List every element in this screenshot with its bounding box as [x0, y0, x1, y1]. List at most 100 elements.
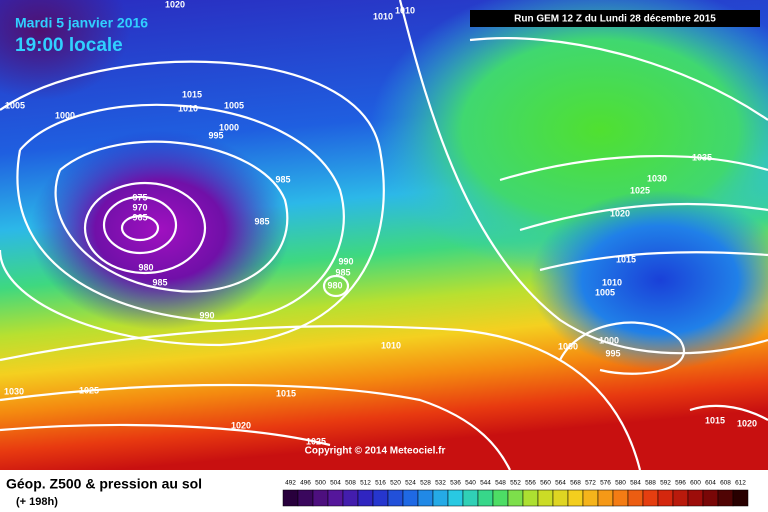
isobar-label: 985	[152, 277, 167, 287]
colorbar-cell	[702, 489, 719, 507]
colorbar-label: 528	[420, 480, 431, 487]
colorbar-cell	[327, 489, 344, 507]
isobar-label: 1020	[610, 208, 630, 218]
colorbar-label: 532	[435, 480, 446, 487]
isobar-label: 1015	[616, 254, 636, 264]
colorbar-cell	[387, 489, 404, 507]
colorbar-cell	[507, 489, 524, 507]
isobar-label: 995	[208, 130, 223, 140]
colorbar-label: 556	[525, 480, 536, 487]
colorbar-label: 560	[540, 480, 551, 487]
isobar-label: 1005	[224, 100, 244, 110]
colorbar-label: 552	[510, 480, 521, 487]
colorbar-label: 496	[300, 480, 311, 487]
colorbar-label: 540	[465, 480, 476, 487]
colorbar-cell	[612, 489, 629, 507]
colorbar-cell	[642, 489, 659, 507]
colorbar-label: 504	[330, 480, 341, 487]
colorbar-cell	[687, 489, 704, 507]
colorbar-label: 600	[690, 480, 701, 487]
colorbar-cell	[372, 489, 389, 507]
colorbar-cell	[447, 489, 464, 507]
isobar-label: 1025	[306, 436, 326, 446]
isobar-label: 1030	[647, 173, 667, 183]
lead-time: (+ 198h)	[16, 496, 58, 508]
colorbar-label: 500	[315, 480, 326, 487]
colorbar-label: 568	[570, 480, 581, 487]
isobar-label: 1025	[79, 385, 99, 395]
colorbar-label: 612	[735, 480, 746, 487]
colorbar-label: 492	[285, 480, 296, 487]
colorbar-cell	[417, 489, 434, 507]
footer-title: Géop. Z500 & pression au sol	[6, 476, 202, 492]
colorbar-label: 584	[630, 480, 641, 487]
isobar-label: 1000	[55, 110, 75, 120]
colorbar-label: 516	[375, 480, 386, 487]
isobar-label: 990	[199, 310, 214, 320]
isobar-label: 1015	[182, 89, 202, 99]
isobar-label: 1000	[599, 335, 619, 345]
colorbar-label: 588	[645, 480, 656, 487]
colorbar-cell	[582, 489, 599, 507]
colorbar-cell	[522, 489, 539, 507]
isobar-label: 985	[335, 267, 350, 277]
colorbar-label: 608	[720, 480, 731, 487]
isobar-label: 980	[327, 280, 342, 290]
colorbar-label: 536	[450, 480, 461, 487]
isobar-label: 965	[132, 212, 147, 222]
isobar-label: 1025	[630, 185, 650, 195]
colorbar-label: 564	[555, 480, 566, 487]
isobars	[0, 0, 768, 470]
copyright: Copyright © 2014 Meteociel.fr	[305, 446, 446, 457]
isobar-label: 1005	[5, 100, 25, 110]
isobar-label: 970	[132, 202, 147, 212]
colorbar-cell	[732, 489, 749, 507]
isobar-label: 1035	[692, 152, 712, 162]
colorbar-cell	[402, 489, 419, 507]
colorbar-cell	[492, 489, 509, 507]
colorbar-cell	[432, 489, 449, 507]
colorbar-cell	[657, 489, 674, 507]
colorbar-cell	[297, 489, 314, 507]
colorbar-cell	[477, 489, 494, 507]
colorbar-label: 580	[615, 480, 626, 487]
isobar-label: 985	[275, 174, 290, 184]
isobar-label: 1015	[276, 388, 296, 398]
colorbar-cell	[717, 489, 734, 507]
low	[0, 0, 130, 100]
isobar-label: 1030	[4, 386, 24, 396]
colorbar-cell	[462, 489, 479, 507]
colorbar-cell	[282, 489, 299, 507]
colorbar-cell	[672, 489, 689, 507]
colorbar-label: 512	[360, 480, 371, 487]
colorbar-label: 520	[390, 480, 401, 487]
isobar-label: 990	[338, 256, 353, 266]
time: 19:00 locale	[15, 35, 123, 56]
colorbar-cell	[552, 489, 569, 507]
colorbar-label: 604	[705, 480, 716, 487]
colorbar-cell	[312, 489, 329, 507]
colorbar-label: 596	[675, 480, 686, 487]
colorbar-label: 576	[600, 480, 611, 487]
isobar-label: 1010	[178, 103, 198, 113]
isobar-label: 1010	[381, 340, 401, 350]
isobar-label: 1010	[602, 277, 622, 287]
isobar-label: 1020	[737, 418, 757, 428]
colorbar-cell	[342, 489, 359, 507]
isobar-label: 1020	[231, 420, 251, 430]
colorbar-cell	[627, 489, 644, 507]
isobar-label: 995	[605, 348, 620, 358]
isobar-label: 1015	[705, 415, 725, 425]
colorbar-label: 548	[495, 480, 506, 487]
isobar-label: 985	[254, 216, 269, 226]
date: Mardi 5 janvier 2016	[15, 15, 148, 31]
colorbar-cell	[357, 489, 374, 507]
colorbar-label: 508	[345, 480, 356, 487]
colorbar-cell	[567, 489, 584, 507]
colorbar-cell	[597, 489, 614, 507]
isobar-label: 1010	[395, 5, 415, 15]
isobar-label: 975	[132, 192, 147, 202]
field	[530, 190, 768, 370]
isobar-label: 1010	[373, 11, 393, 21]
